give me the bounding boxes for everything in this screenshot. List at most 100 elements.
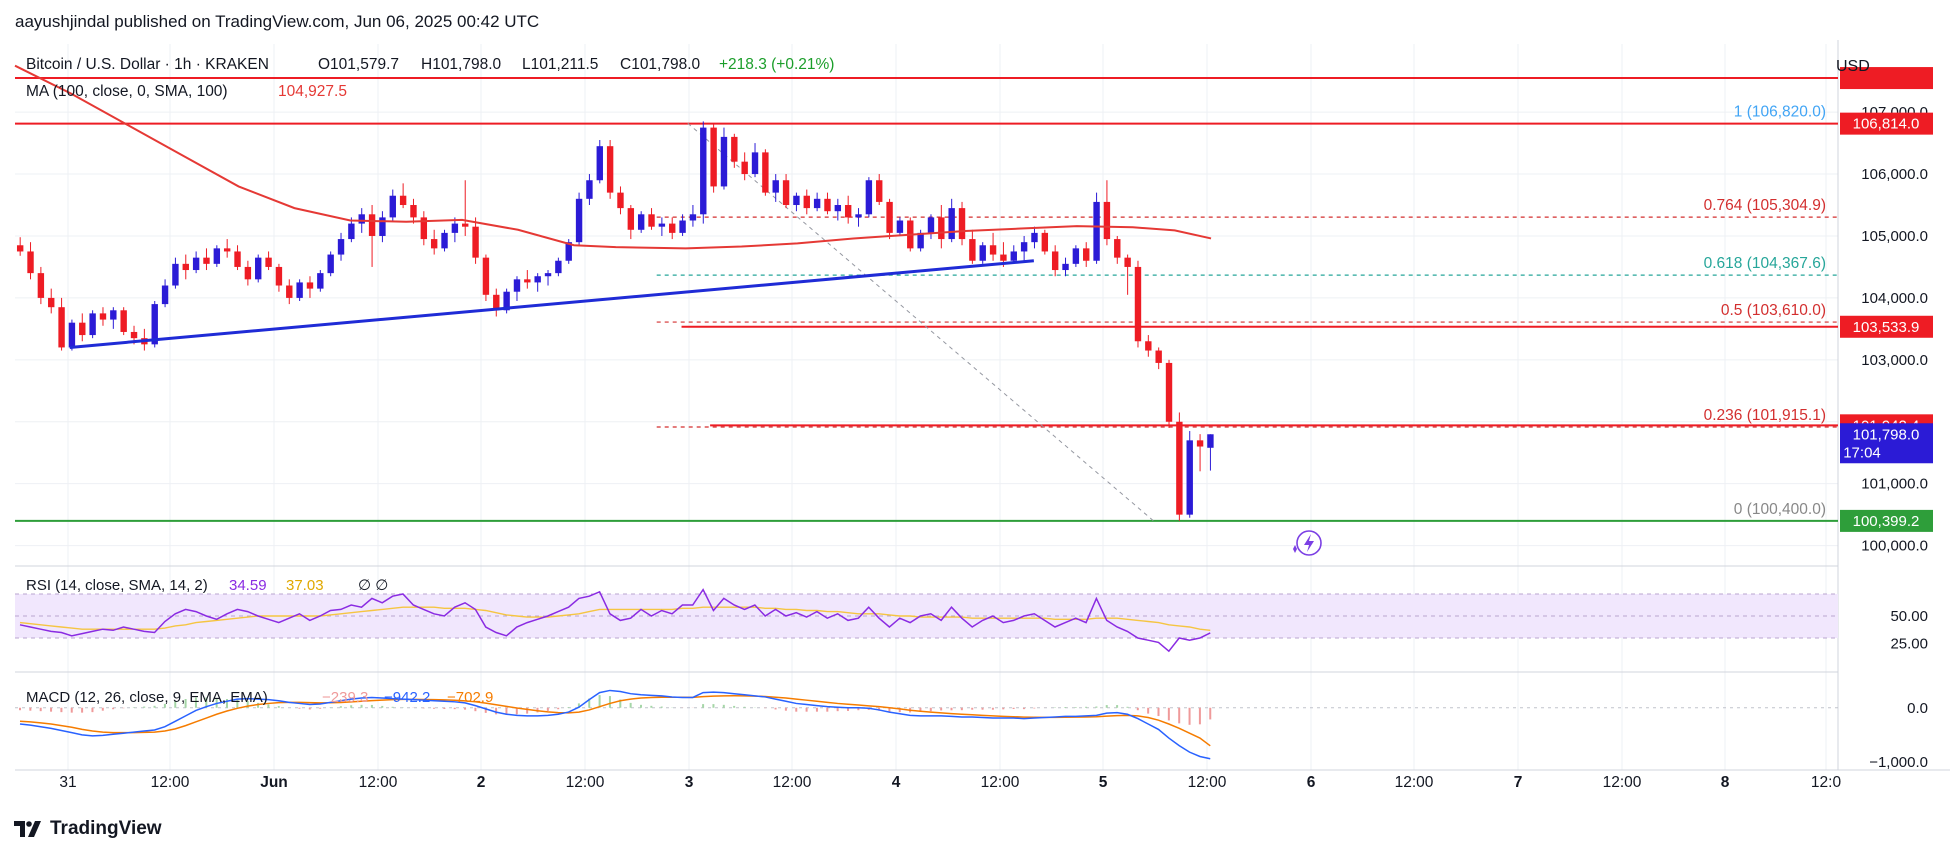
candle-body <box>669 223 676 233</box>
candle-body <box>886 201 893 233</box>
rsi-ma-line <box>19 606 1211 631</box>
candle-body <box>441 232 448 249</box>
candle-body <box>793 195 800 206</box>
candle-body <box>927 217 935 233</box>
legend-ma: MA (100, close, 0, SMA, 100) 104,927.5 <box>26 83 347 100</box>
ohlc-close: C101,798.0 <box>620 56 701 73</box>
trendline[interactable] <box>69 259 1034 349</box>
candle-body <box>130 331 138 339</box>
candle-body <box>979 245 986 261</box>
candle-body <box>451 223 459 233</box>
candle-body <box>710 127 717 187</box>
macd-tick: 0.0 <box>1907 700 1928 717</box>
candle-body <box>161 285 169 305</box>
candle-body <box>1155 350 1162 363</box>
time-tick: 12:00 <box>1603 774 1642 791</box>
candle-body <box>430 239 438 249</box>
candle-body <box>969 239 976 261</box>
time-axis[interactable]: 31 12:00 Jun 12:00 2 12:00 3 12:00 4 12:00 5 12:00 6… <box>59 774 1841 791</box>
candle-body <box>203 257 210 264</box>
time-tick: 12:00 <box>981 774 1020 791</box>
time-tick: 12:00 <box>773 774 812 791</box>
candle-body <box>99 313 107 320</box>
candle-body <box>172 263 179 286</box>
candle-body <box>110 310 117 320</box>
price-tick: 105,000.0 <box>1861 228 1928 245</box>
candle-body <box>658 223 666 227</box>
candle-body <box>938 217 945 240</box>
time-tick: 2 <box>477 774 486 791</box>
candle-body <box>606 146 614 193</box>
fib-label: 0.764 (105,304.9) <box>1704 197 1826 214</box>
candle-body <box>503 291 510 311</box>
candle-body <box>472 226 479 258</box>
candle-body <box>244 266 252 280</box>
candle-body <box>689 214 697 221</box>
alert-bolt-icon[interactable] <box>1293 530 1322 556</box>
ascending-trendline <box>69 259 1034 349</box>
macd-label: MACD (12, 26, close, 9, EMA, EMA) <box>26 689 268 706</box>
candle-body <box>399 195 407 206</box>
candle-body <box>586 180 593 199</box>
candle-body <box>275 266 283 286</box>
candle-body <box>1145 341 1152 351</box>
candle-body <box>265 257 272 267</box>
price-badge-value: 101,798.0 <box>1853 426 1920 443</box>
candle-body <box>296 282 303 298</box>
price-badge-countdown: 17:04 <box>1843 444 1881 461</box>
candle-body <box>917 232 924 249</box>
candle-body <box>286 285 293 298</box>
price-tick: 106,000.0 <box>1861 166 1928 183</box>
price-badge-bg <box>1840 423 1933 464</box>
horizontal-lines[interactable] <box>15 77 1838 522</box>
rsi-pane <box>19 588 1211 653</box>
candle-body <box>1083 248 1090 261</box>
candle-body <box>306 282 314 289</box>
candle-body <box>317 273 324 289</box>
candle-body <box>565 242 572 261</box>
macd-signal-line <box>19 695 1211 747</box>
badge-top-level <box>1840 67 1933 90</box>
candle-body <box>493 294 500 311</box>
candle-body <box>751 152 759 175</box>
time-tick: 12:00 <box>1188 774 1227 791</box>
time-tick: 7 <box>1514 774 1523 791</box>
legend-symbol: Bitcoin / U.S. Dollar · 1h · KRAKEN O101… <box>26 56 834 73</box>
candle-body <box>1051 251 1059 271</box>
price-axis[interactable]: 100,000.0 101,000.0 103,000.0 104,000.0 105,… <box>1861 104 1928 771</box>
candle-body <box>865 180 873 215</box>
candle-body <box>182 263 189 271</box>
candle-body <box>482 257 490 295</box>
time-tick: 5 <box>1099 774 1108 791</box>
candle-body <box>782 180 790 206</box>
chart-canvas[interactable]: 1 (106,820.0) 0.764 (105,304.9) 0.618 (104… <box>0 0 1950 815</box>
rsi-label: RSI (14, close, SMA, 14, 2) <box>26 577 208 594</box>
candle-body <box>762 152 769 193</box>
currency-label[interactable]: USD <box>1836 58 1870 75</box>
candle-body <box>327 254 334 274</box>
candle-body <box>948 208 955 240</box>
candle-body <box>896 220 904 233</box>
ohlc-high: H101,798.0 <box>421 56 502 73</box>
candle-body <box>575 198 583 243</box>
rsi-tick: 25.00 <box>1890 636 1928 653</box>
candle-body <box>513 279 521 292</box>
candle-body <box>358 214 365 224</box>
candle-body <box>58 307 65 348</box>
candle-body <box>637 214 645 230</box>
candle-body <box>1062 263 1069 271</box>
time-tick: 6 <box>1307 774 1316 791</box>
price-badges: 106,814.0103,533.9101,942.4101,798.017:0… <box>1840 67 1933 532</box>
rsi-line <box>19 588 1211 653</box>
candle-body <box>544 273 552 277</box>
time-tick: 12:00 <box>566 774 605 791</box>
fib-label: 0.236 (101,915.1) <box>1704 407 1826 424</box>
time-tick: 12:00 <box>1395 774 1434 791</box>
brand-name: TradingView <box>50 818 162 839</box>
candle-body <box>524 279 531 283</box>
macd-tick: −1,000.0 <box>1869 754 1928 771</box>
candle-body <box>48 297 55 308</box>
fib-retracement[interactable]: 1 (106,820.0) 0.764 (105,304.9) 0.618 (104… <box>656 103 1838 518</box>
candles <box>16 121 1214 521</box>
candle-body <box>824 198 831 212</box>
